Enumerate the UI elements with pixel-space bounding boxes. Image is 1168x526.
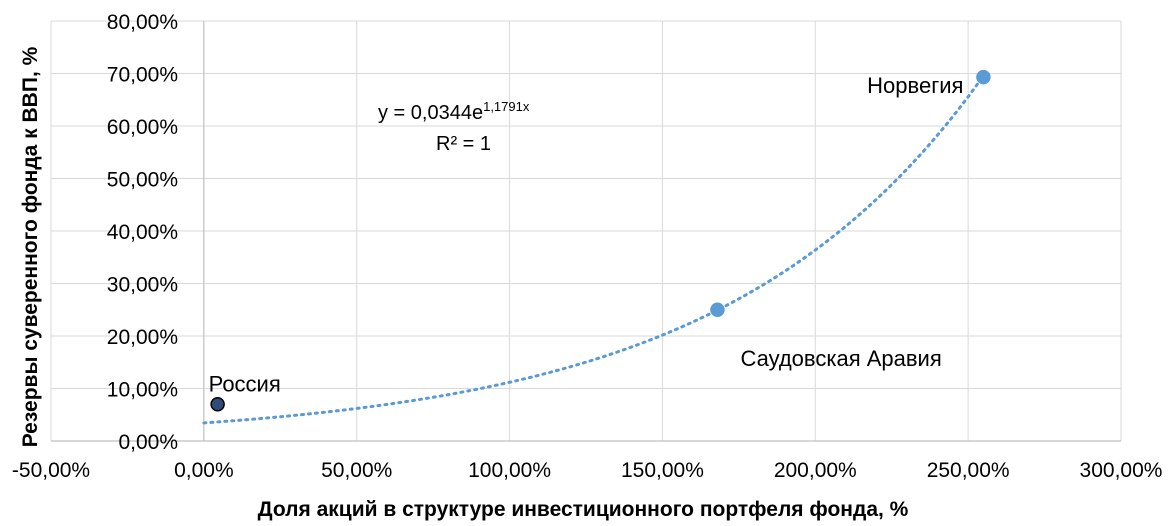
x-tick-label: 250,00% [927,459,1010,482]
x-tick-label: 300,00% [1080,459,1163,482]
y-tick-label: 70,00% [107,64,178,87]
trendline [202,74,985,425]
data-point [976,69,991,85]
x-tick-label: 150,00% [621,459,704,482]
point-labels: Россия Саудовская Аравия Норвегия [209,73,964,396]
y-tick-label: 50,00% [107,169,178,192]
x-tick-label: 200,00% [774,459,857,482]
gridlines [50,20,1122,441]
x-tick-label: 100,00% [468,459,551,482]
x-tick-label: -50,00% [12,459,90,482]
trendline-equation: y = 0,0344e1,1791x [378,99,530,124]
x-tick-label: 50,00% [321,459,392,482]
data-point [710,302,725,317]
y-tick-label: 10,00% [107,379,178,402]
x-axis-title: Доля акций в структуре инвестиционного п… [258,498,909,521]
y-tick-label: 0,00% [118,431,178,454]
data-points [210,69,991,412]
y-tick-label: 60,00% [107,116,178,139]
x-axis-ticks: -50,00% 0,00% 50,00% 100,00% 150,00% 200,00% 2… [12,459,1163,482]
point-label: Саудовская Аравия [740,346,941,371]
y-tick-label: 80,00% [107,11,178,34]
point-label: Норвегия [867,73,963,98]
point-label: Россия [209,371,281,396]
x-tick-label: 0,00% [174,459,234,482]
y-tick-label: 30,00% [107,274,178,297]
y-tick-label: 20,00% [107,326,178,349]
data-point [210,397,225,412]
y-axis-ticks: 0,00% 10,00% 20,00% 30,00% 40,00% 50,00% 60,00… [107,11,178,454]
y-tick-label: 40,00% [107,221,178,244]
r-squared-label: R² = 1 [436,133,491,155]
y-axis-title: Резервы суверенного фонда к ВВП, % [19,46,42,447]
axes [51,21,1121,442]
